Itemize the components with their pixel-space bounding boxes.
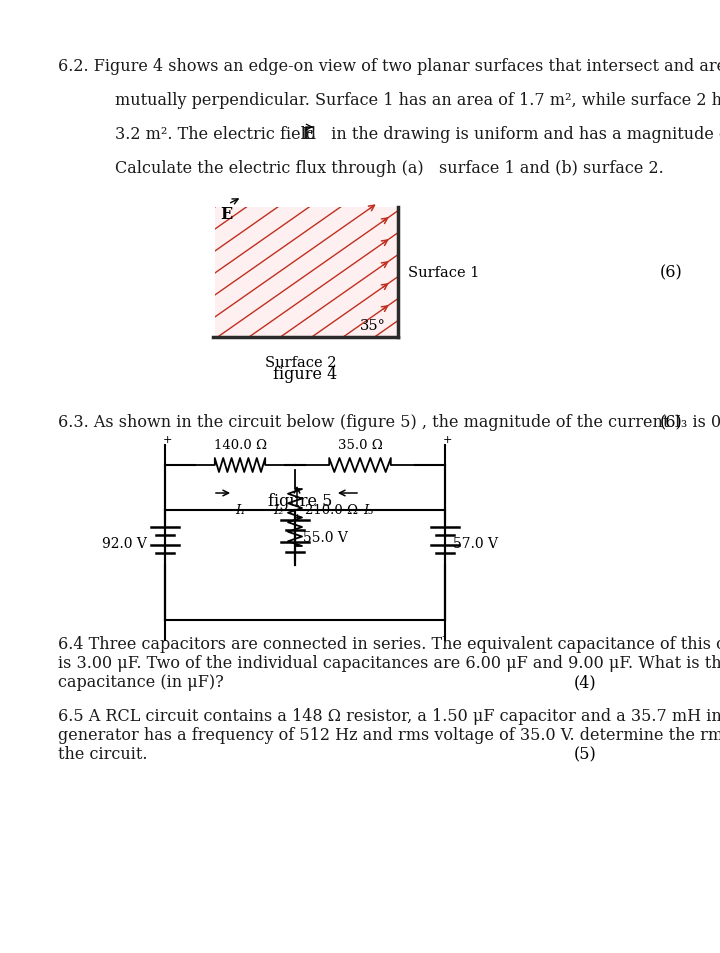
Text: figure 4: figure 4: [273, 366, 337, 382]
Text: +: +: [442, 435, 451, 444]
Text: I₂: I₂: [273, 503, 284, 517]
Text: mutually perpendicular. Surface 1 has an area of 1.7 m², while surface 2 has an : mutually perpendicular. Surface 1 has an…: [115, 91, 720, 109]
Text: I₁: I₁: [235, 503, 246, 517]
Text: Calculate the electric flux through (a)   surface 1 and (b) surface 2.: Calculate the electric flux through (a) …: [115, 160, 664, 177]
Text: (5): (5): [574, 745, 597, 762]
Text: in the drawing is uniform and has a magnitude of 250 N/C.: in the drawing is uniform and has a magn…: [321, 126, 720, 143]
Text: 210.0 Ω: 210.0 Ω: [305, 503, 358, 517]
Text: 6.4 Three capacitors are connected in series. The equivalent capacitance of this: 6.4 Three capacitors are connected in se…: [58, 636, 720, 652]
Text: (6): (6): [660, 414, 683, 431]
Text: is 3.00 μF. Two of the individual capacitances are 6.00 μF and 9.00 μF. What is : is 3.00 μF. Two of the individual capaci…: [58, 655, 720, 671]
Text: +: +: [162, 435, 171, 444]
Text: Surface 2: Surface 2: [265, 355, 336, 370]
Text: E: E: [220, 206, 233, 223]
Text: 57.0 V: 57.0 V: [453, 536, 498, 550]
Text: 6.3. As shown in the circuit below (figure 5) , the magnitude of the current I₃ : 6.3. As shown in the circuit below (figu…: [58, 414, 720, 431]
Text: (4): (4): [574, 673, 597, 690]
Text: I₃: I₃: [363, 503, 374, 517]
Text: 6.5 A RCL circuit contains a 148 Ω resistor, a 1.50 μF capacitor and a 35.7 mH i: 6.5 A RCL circuit contains a 148 Ω resis…: [58, 707, 720, 724]
Text: capacitance (in μF)?: capacitance (in μF)?: [58, 673, 224, 690]
Text: 92.0 V: 92.0 V: [102, 536, 147, 550]
Text: the circuit.: the circuit.: [58, 745, 148, 762]
Text: E: E: [301, 126, 314, 143]
Text: generator has a frequency of 512 Hz and rms voltage of 35.0 V. determine the rms: generator has a frequency of 512 Hz and …: [58, 726, 720, 743]
Text: 55.0 V: 55.0 V: [303, 531, 348, 545]
Text: 3.2 m². The electric field: 3.2 m². The electric field: [115, 126, 326, 143]
Text: figure 5: figure 5: [268, 493, 332, 510]
Polygon shape: [215, 208, 398, 337]
Text: Surface 1: Surface 1: [408, 266, 480, 280]
Text: 6.2. Figure 4 shows an edge-on view of two planar surfaces that intersect and ar: 6.2. Figure 4 shows an edge-on view of t…: [58, 58, 720, 75]
Text: 35°: 35°: [360, 318, 386, 333]
Text: 35.0 Ω: 35.0 Ω: [338, 438, 382, 452]
Text: +: +: [292, 513, 302, 522]
Text: (6): (6): [660, 264, 683, 281]
Text: 140.0 Ω: 140.0 Ω: [214, 438, 266, 452]
